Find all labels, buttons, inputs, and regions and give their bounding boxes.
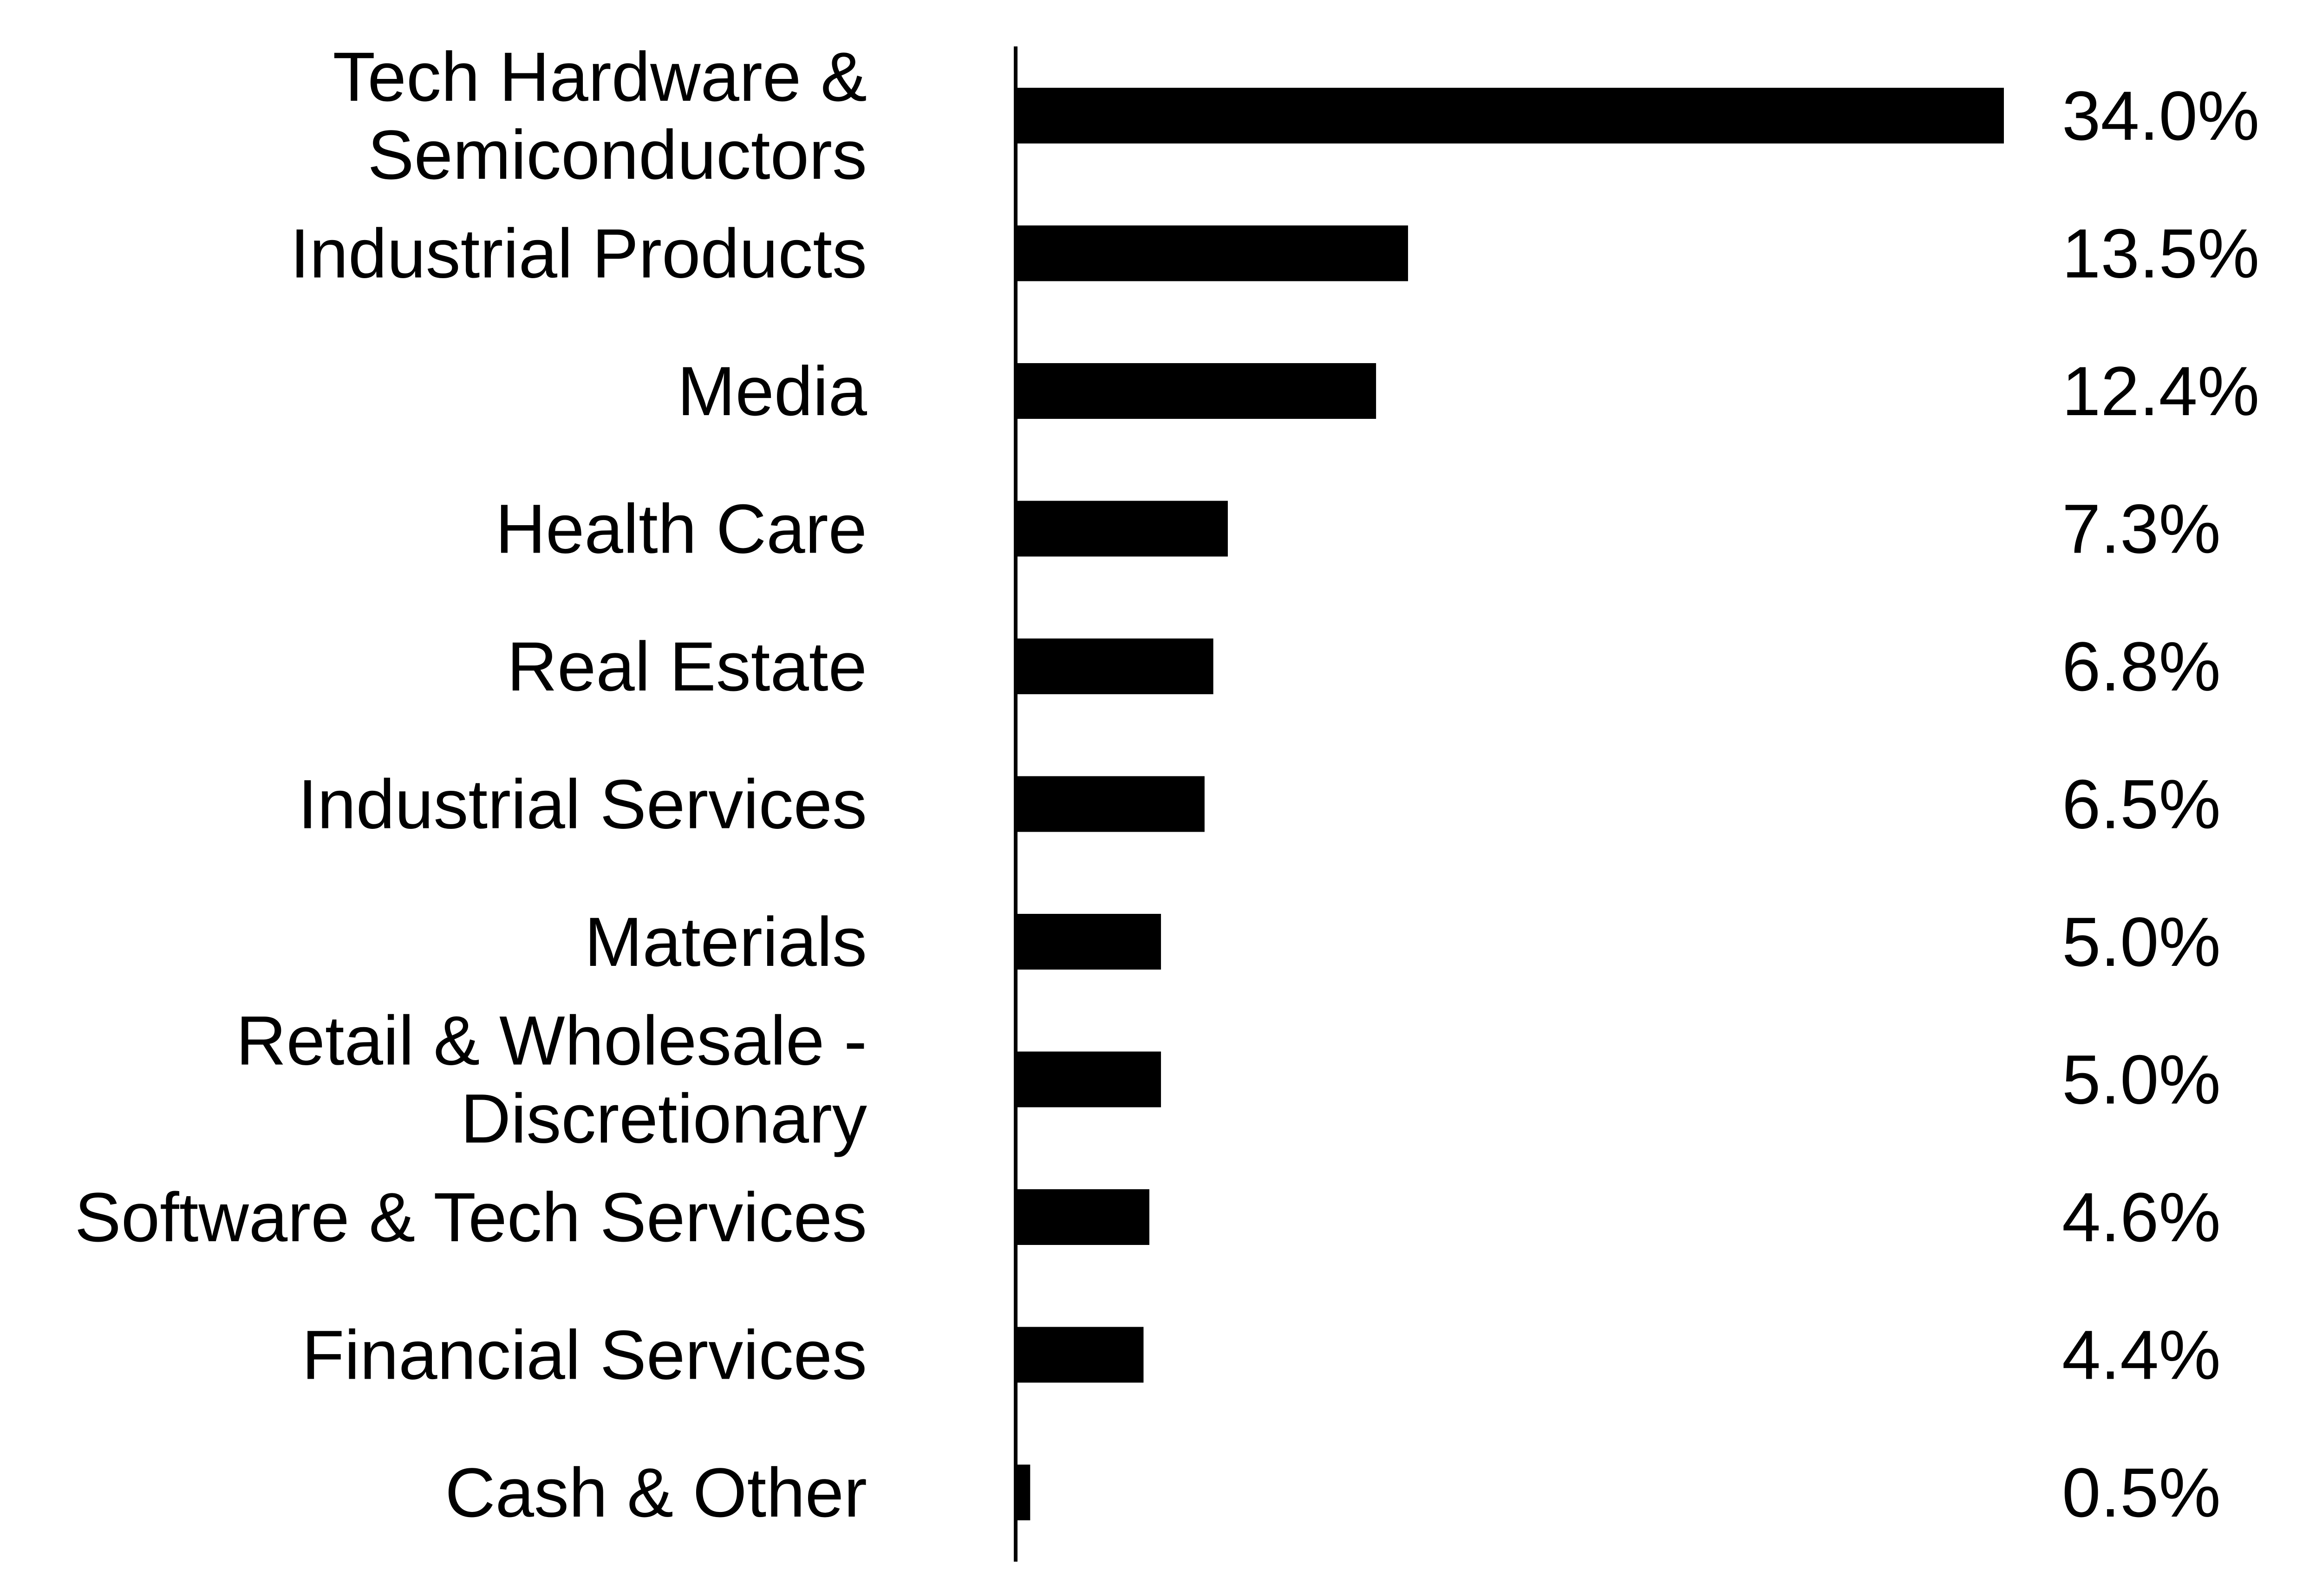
value-label-10: 0.5% xyxy=(2062,1453,2221,1531)
bar-7 xyxy=(1016,1051,1161,1107)
value-label-7: 5.0% xyxy=(2062,1041,2221,1119)
category-label-line: Cash & Other xyxy=(445,1453,867,1531)
bar-5 xyxy=(1016,776,1205,832)
category-label-4: Real Estate xyxy=(507,627,867,705)
value-labels: 34.0% 13.5% 12.4% 7.3% 6.8% 6.5% 5.0% 5.0% 4.6% 4… xyxy=(2062,77,2259,1531)
category-label-5: Industrial Services xyxy=(298,765,867,843)
category-label-7: Retail & Wholesale -Discretionary xyxy=(236,1002,867,1158)
bar-10 xyxy=(1016,1465,1031,1520)
category-label-8: Software & Tech Services xyxy=(75,1178,867,1256)
bar-0 xyxy=(1016,88,2004,143)
value-label-1: 13.5% xyxy=(2062,215,2259,293)
value-label-3: 7.3% xyxy=(2062,490,2221,568)
category-label-line: Financial Services xyxy=(302,1316,867,1394)
value-label-8: 4.6% xyxy=(2062,1178,2221,1256)
value-label-2: 12.4% xyxy=(2062,352,2259,430)
category-label-line: Tech Hardware & xyxy=(333,38,867,116)
category-label-line: Industrial Services xyxy=(298,765,867,843)
value-label-4: 6.8% xyxy=(2062,627,2221,705)
category-label-10: Cash & Other xyxy=(445,1453,867,1531)
category-label-line: Real Estate xyxy=(507,627,867,705)
category-label-line: Industrial Products xyxy=(290,215,867,293)
category-label-line: Discretionary xyxy=(461,1080,867,1158)
bar-6 xyxy=(1016,914,1161,970)
bar-2 xyxy=(1016,363,1376,419)
category-label-9: Financial Services xyxy=(302,1316,867,1394)
category-label-1: Industrial Products xyxy=(290,215,867,293)
category-label-line: Materials xyxy=(585,903,867,981)
bar-1 xyxy=(1016,225,1408,281)
category-label-2: Media xyxy=(677,352,867,430)
category-label-line: Retail & Wholesale - xyxy=(236,1002,867,1080)
category-label-line: Media xyxy=(677,352,867,430)
category-label-line: Software & Tech Services xyxy=(75,1178,867,1256)
category-label-6: Materials xyxy=(585,903,867,981)
bar-4 xyxy=(1016,638,1213,694)
bar-8 xyxy=(1016,1189,1149,1245)
category-label-3: Health Care xyxy=(496,490,867,568)
category-label-0: Tech Hardware & Semiconductors xyxy=(333,38,867,194)
value-label-6: 5.0% xyxy=(2062,903,2221,981)
category-labels: Tech Hardware & Semiconductors Industrial … xyxy=(75,38,867,1531)
category-label-line: Health Care xyxy=(496,490,867,568)
value-label-0: 34.0% xyxy=(2062,77,2259,155)
category-label-line: Semiconductors xyxy=(368,116,867,194)
bars xyxy=(1016,88,2004,1520)
value-label-9: 4.4% xyxy=(2062,1316,2221,1394)
bar-9 xyxy=(1016,1327,1144,1383)
bar-3 xyxy=(1016,501,1228,557)
value-label-5: 6.5% xyxy=(2062,765,2221,843)
